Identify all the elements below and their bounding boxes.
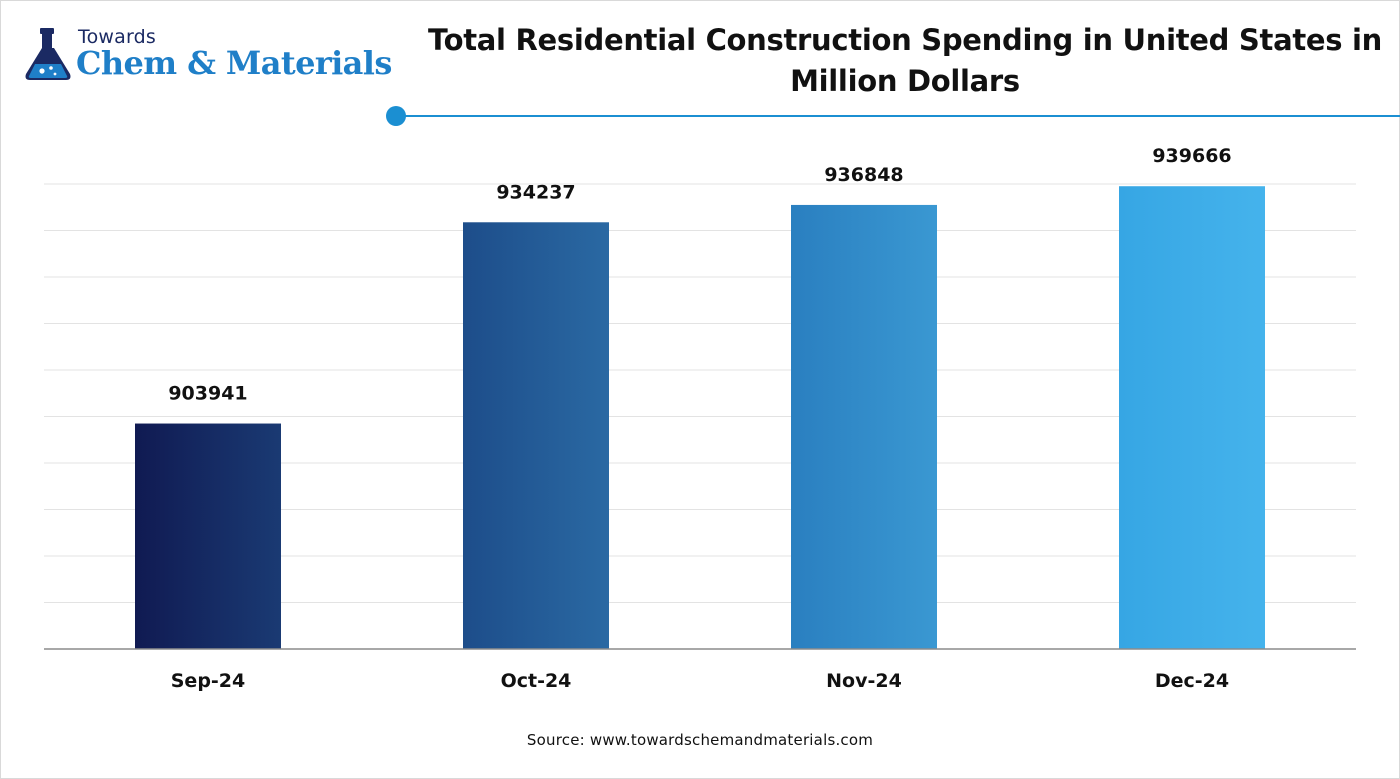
bar-dec-24 [1119, 186, 1265, 649]
x-tick-label: Nov-24 [826, 670, 902, 692]
x-tick-label: Dec-24 [1155, 670, 1229, 692]
label-layer: 903941 Sep-24 934237 Oct-24 936848 Nov-24 9396… [168, 145, 1231, 692]
x-tick-label: Oct-24 [501, 670, 572, 692]
bar-sep-24 [135, 423, 281, 649]
data-label: 939666 [1152, 145, 1231, 167]
data-label: 936848 [824, 164, 903, 186]
title-underline [396, 114, 1400, 117]
brand-logo: Towards Chem & Materials [22, 22, 392, 86]
x-tick-label: Sep-24 [171, 670, 246, 692]
bar-layer [135, 186, 1265, 650]
data-label: 934237 [496, 181, 575, 203]
flask-icon [25, 28, 71, 80]
title-underline-dot [386, 106, 406, 126]
data-label: 903941 [168, 383, 247, 405]
chart-title: Total Residential Construction Spending … [427, 23, 1383, 98]
source-note: Source: www.towardschemandmaterials.com [526, 731, 874, 749]
logo-big-text: Chem & Materials [76, 44, 392, 82]
logo-small-text: Towards [78, 26, 157, 48]
bar-oct-24 [463, 222, 609, 650]
bar-nov-24 [791, 204, 937, 649]
